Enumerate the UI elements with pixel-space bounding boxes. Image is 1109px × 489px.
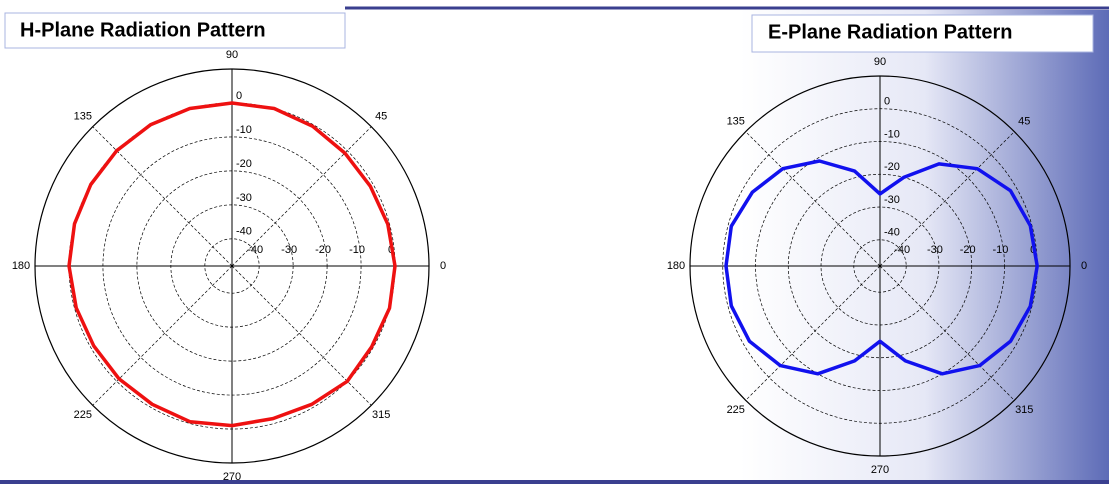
chart-title: E-Plane Radiation Pattern [768, 21, 1013, 43]
angle-tick-label: 135 [727, 116, 745, 128]
r-tick-label: -10 [236, 124, 252, 136]
angle-grid-line [745, 265, 881, 401]
r-tick-label: -10 [349, 244, 365, 256]
angle-grid-line [879, 131, 1015, 267]
pattern-line [724, 159, 1039, 376]
r-tick-label: -10 [993, 244, 1009, 256]
angle-tick-label: 0 [440, 260, 446, 272]
r-tick-label: 0 [884, 96, 890, 108]
angle-grid-line [92, 265, 233, 406]
angle-grid-line [879, 265, 1015, 401]
angle-tick-label: 315 [1015, 404, 1033, 416]
r-tick-label: -30 [236, 192, 252, 204]
angle-tick-label: 180 [667, 260, 685, 272]
angle-tick-label: 225 [727, 404, 745, 416]
r-tick-label: 0 [236, 90, 242, 102]
r-tick-label: -40 [236, 226, 252, 238]
title-box [4, 12, 346, 49]
r-tick-label: -10 [884, 128, 900, 140]
angle-tick-label: 270 [871, 464, 889, 476]
angle-grid-line [231, 126, 372, 267]
title-box [751, 14, 1094, 53]
angle-tick-label: 315 [372, 409, 390, 421]
r-tick-label: -30 [927, 244, 943, 256]
angle-grid-line [745, 131, 881, 267]
r-tick-label: -20 [884, 161, 900, 173]
r-tick-label: -20 [236, 158, 252, 170]
angle-tick-label: 45 [375, 111, 387, 123]
pattern-line [67, 101, 397, 428]
angle-tick-label: 90 [874, 56, 886, 68]
angle-tick-label: 45 [1018, 116, 1030, 128]
angle-tick-label: 270 [223, 471, 241, 483]
angle-tick-label: 0 [1081, 260, 1087, 272]
r-tick-label: -30 [281, 244, 297, 256]
r-tick-label: -20 [960, 244, 976, 256]
angle-tick-label: 90 [226, 49, 238, 61]
r-tick-label: -40 [247, 244, 263, 256]
angle-tick-label: 180 [12, 260, 30, 272]
r-tick-label: -30 [884, 194, 900, 206]
angle-grid-line [231, 265, 372, 406]
background-gradient [740, 10, 1109, 480]
chart-title: H-Plane Radiation Pattern [20, 19, 266, 41]
angle-tick-label: 225 [74, 409, 92, 421]
r-tick-label: -20 [315, 244, 331, 256]
angle-grid-line [92, 126, 233, 267]
angle-tick-label: 135 [74, 111, 92, 123]
r-tick-label: -40 [884, 227, 900, 239]
r-tick-label: -40 [894, 244, 910, 256]
